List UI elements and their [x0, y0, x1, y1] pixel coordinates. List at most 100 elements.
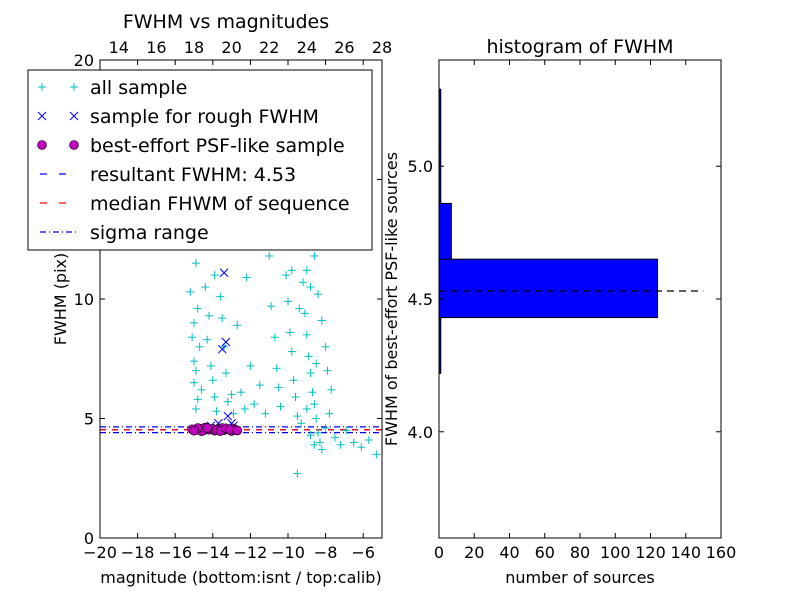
point-plus-41	[272, 364, 281, 373]
point-plus-19	[208, 376, 217, 385]
point-circle-22	[189, 425, 199, 436]
point-plus-8	[195, 342, 204, 351]
hist-x-tick-label-0: 0	[434, 543, 444, 562]
point-plus-65	[321, 424, 330, 433]
point-plus-45	[282, 271, 291, 280]
x-tick-label-2: −16	[158, 543, 192, 562]
point-plus-54	[299, 278, 308, 287]
point-plus-64	[317, 445, 326, 454]
point-plus-101	[312, 359, 321, 368]
point-plus-98	[295, 304, 304, 313]
top-tick-label-3: 20	[221, 38, 241, 57]
point-circle-23	[232, 425, 243, 436]
point-plus-77	[310, 440, 319, 449]
top-tick-label-1: 16	[146, 38, 166, 57]
point-plus-51	[293, 412, 302, 421]
point-plus-38	[265, 251, 274, 260]
x-tick-label-3: −14	[196, 543, 230, 562]
point-plus-68	[336, 440, 345, 449]
point-circle-16-dot	[202, 423, 212, 433]
point-circle-23-dot	[232, 425, 243, 436]
hist-x-tick-label-8: 160	[706, 543, 737, 562]
point-plus-18	[206, 361, 215, 370]
point-plus-58	[306, 369, 315, 378]
point-x-1	[219, 268, 229, 278]
point-plus-14	[191, 404, 200, 413]
x-tick-label-6: −8	[314, 543, 338, 562]
x-tick-label-0: −20	[83, 543, 117, 562]
legend-entry-2: best-effort PSF-like sample	[37, 135, 345, 157]
hist-x-tick-label-7: 140	[670, 543, 701, 562]
hist-x-tick-label-1: 20	[464, 543, 484, 562]
point-plus-85	[314, 290, 323, 299]
right-chart-title: histogram of FWHM	[486, 36, 673, 58]
y-tick-label-1: 5	[84, 410, 94, 429]
point-x-3	[217, 344, 227, 354]
fwhm-vs-magnitude-chart: FWHM vs magnitudes −20 −18 −16 −14 −12 −10 −8−…	[27, 11, 392, 587]
legend-label-0: all sample	[90, 77, 187, 99]
point-plus-46	[284, 297, 292, 306]
x-tick-label-1: −18	[121, 543, 155, 562]
legend-marker-b-2	[69, 140, 79, 150]
hist-y-tick-label-2: 5.0	[408, 157, 433, 176]
point-plus-16	[205, 311, 214, 320]
point-plus-66	[325, 409, 334, 418]
legend-marker-b-0	[70, 83, 78, 91]
point-plus-87	[321, 342, 330, 351]
point-plus-27	[221, 369, 230, 378]
x-tick-label-5: −10	[271, 543, 305, 562]
left-plot-content	[100, 72, 382, 478]
series-circle	[187, 422, 243, 436]
point-plus-63	[315, 438, 324, 447]
legend-entry-5: sigma range	[40, 222, 209, 244]
hist-x-tick-label-5: 100	[600, 543, 631, 562]
point-plus-71	[357, 443, 366, 452]
point-plus-97	[287, 266, 296, 275]
point-plus-60	[310, 400, 319, 409]
right-plot-area: 0 20 40 60 80 100 120 140 160 4.0 4.5 5.0	[408, 60, 737, 562]
legend-marker-a-2	[37, 140, 47, 150]
legend-label-3: resultant FWHM: 4.53	[90, 164, 296, 186]
point-plus-5	[193, 304, 202, 313]
point-plus-74	[297, 419, 306, 428]
point-plus-35	[250, 400, 259, 409]
point-plus-55	[300, 309, 309, 318]
point-plus-6	[190, 318, 198, 327]
right-x-axis-label: number of sources	[505, 568, 655, 587]
top-tick-label-4: 22	[259, 38, 279, 57]
point-plus-90	[293, 469, 302, 478]
left-legend: all sample sample for rough FWHM best-effo…	[27, 69, 373, 251]
top-tick-label-0: 14	[109, 38, 129, 57]
point-plus-43	[276, 402, 285, 411]
left-plot-frame	[99, 59, 383, 539]
point-plus-12	[197, 385, 206, 394]
point-plus-30	[227, 390, 236, 399]
point-x-4	[223, 411, 233, 421]
point-x-1-b	[219, 268, 229, 278]
point-plus-24	[216, 292, 225, 301]
legend-label-5: sigma range	[90, 222, 209, 244]
point-plus-84	[310, 251, 319, 260]
fwhm-histogram-chart: histogram of FWHM 0 20 40 60 80 100 120 140 160 4…	[382, 36, 736, 587]
point-plus-28	[223, 397, 232, 406]
point-plus-3	[191, 259, 200, 268]
point-plus-39	[267, 302, 276, 311]
histogram-bar-1	[438, 258, 659, 319]
legend-entry-0: all sample	[38, 77, 187, 99]
left-y-axis-label: FWHM (pix)	[51, 253, 70, 346]
point-plus-36	[255, 381, 264, 390]
x-tick-label-7: −6	[351, 543, 375, 562]
point-plus-23	[210, 271, 219, 280]
point-plus-100	[306, 283, 315, 292]
point-plus-72	[364, 436, 373, 445]
hist-x-tick-label-4: 80	[570, 543, 590, 562]
point-x-2-b	[221, 337, 231, 347]
point-plus-37	[261, 409, 270, 418]
legend-entry-3: resultant FWHM: 4.53	[40, 164, 296, 186]
point-plus-56	[302, 330, 311, 339]
point-plus-4	[186, 287, 195, 296]
y-tick-label-2: 10	[74, 290, 94, 309]
point-plus-69	[342, 426, 351, 435]
legend-entry-4: median FHWM of sequence	[40, 193, 350, 215]
